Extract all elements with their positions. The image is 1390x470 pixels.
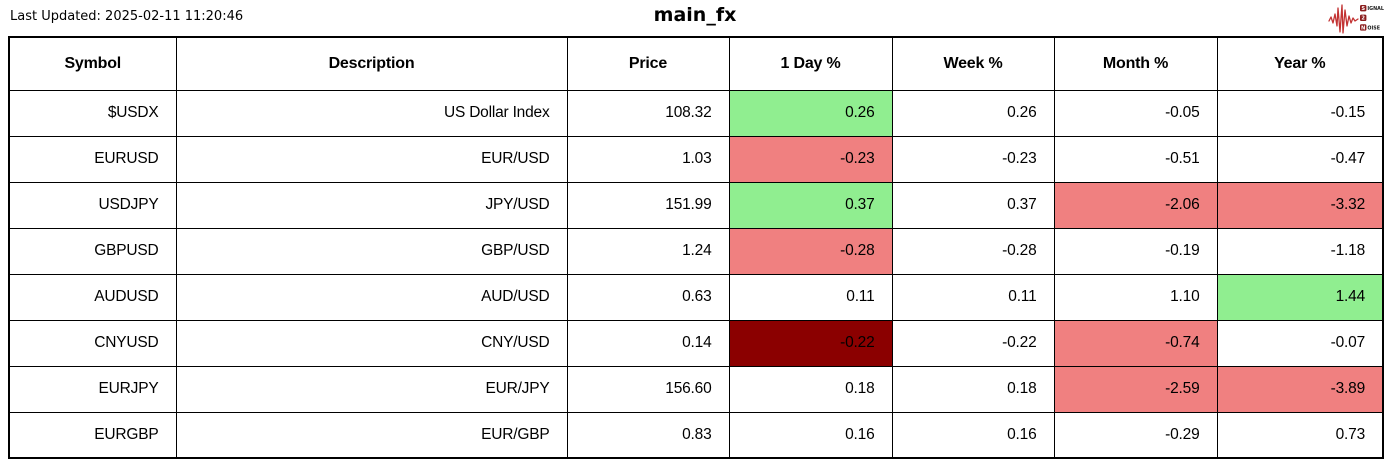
cell-symbol: EURJPY: [8, 365, 177, 413]
cell-price: 0.14: [566, 319, 730, 367]
cell-day: 0.11: [728, 273, 893, 321]
cell-day: -0.22: [728, 319, 893, 367]
cell-description: EUR/USD: [175, 135, 568, 183]
cell-month: -2.06: [1053, 181, 1218, 229]
cell-week: 0.37: [891, 181, 1055, 229]
cell-symbol: GBPUSD: [8, 227, 177, 275]
cell-week: -0.28: [891, 227, 1055, 275]
table-row: EURUSD EUR/USD 1.03 -0.23 -0.23 -0.51 -0.47: [8, 135, 1384, 183]
logo-word-noise: OISE: [1367, 25, 1380, 31]
cell-price: 156.60: [566, 365, 730, 413]
cell-symbol: EURUSD: [8, 135, 177, 183]
page-title: main_fx: [653, 4, 737, 26]
table-row: CNYUSD CNY/USD 0.14 -0.22 -0.22 -0.74 -0.07: [8, 319, 1384, 367]
cell-week: 0.18: [891, 365, 1055, 413]
cell-year: -3.32: [1216, 181, 1384, 229]
cell-symbol: USDJPY: [8, 181, 177, 229]
cell-year: -0.47: [1216, 135, 1384, 183]
cell-month: -2.59: [1053, 365, 1218, 413]
cell-description: GBP/USD: [175, 227, 568, 275]
logo-badge-2: 2: [1361, 16, 1365, 22]
table-row: AUDUSD AUD/USD 0.63 0.11 0.11 1.10 1.44: [8, 273, 1384, 321]
cell-description: CNY/USD: [175, 319, 568, 367]
cell-week: 0.26: [891, 89, 1055, 137]
cell-price: 151.99: [566, 181, 730, 229]
cell-day: 0.16: [728, 411, 893, 459]
header-row: Symbol Description Price 1 Day % Week % Month…: [8, 36, 1384, 91]
cell-symbol: EURGBP: [8, 411, 177, 459]
cell-year: -0.15: [1216, 89, 1384, 137]
column-header-month: Month %: [1053, 36, 1218, 91]
cell-price: 1.03: [566, 135, 730, 183]
table-row: EURJPY EUR/JPY 156.60 0.18 0.18 -2.59 -3.89: [8, 365, 1384, 413]
table-row: GBPUSD GBP/USD 1.24 -0.28 -0.28 -0.19 -1.18: [8, 227, 1384, 275]
cell-year: -0.07: [1216, 319, 1384, 367]
fx-table: Symbol Description Price 1 Day % Week % Month…: [8, 36, 1384, 459]
table-body: $USDX US Dollar Index 108.32 0.26 0.26 -0.05-…: [8, 89, 1384, 459]
cell-price: 0.63: [566, 273, 730, 321]
cell-year: -1.18: [1216, 227, 1384, 275]
cell-symbol: CNYUSD: [8, 319, 177, 367]
cell-symbol: $USDX: [8, 89, 177, 137]
logo-badge-s: S: [1361, 6, 1365, 12]
table-row: $USDX US Dollar Index 108.32 0.26 0.26 -0.05-…: [8, 89, 1384, 137]
column-header-description: Description: [175, 36, 568, 91]
cell-month: -0.74: [1053, 319, 1218, 367]
table-row: USDJPY JPY/USD 151.99 0.37 0.37 -2.06 -3.32: [8, 181, 1384, 229]
cell-week: -0.23: [891, 135, 1055, 183]
cell-day: -0.28: [728, 227, 893, 275]
cell-month: -0.29: [1053, 411, 1218, 459]
column-header-price: Price: [566, 36, 730, 91]
cell-description: JPY/USD: [175, 181, 568, 229]
cell-month: 1.10: [1053, 273, 1218, 321]
cell-description: EUR/GBP: [175, 411, 568, 459]
cell-price: 1.24: [566, 227, 730, 275]
cell-week: 0.11: [891, 273, 1055, 321]
cell-day: 0.37: [728, 181, 893, 229]
cell-description: US Dollar Index: [175, 89, 568, 137]
cell-symbol: AUDUSD: [8, 273, 177, 321]
logo-badge-n: N: [1361, 25, 1365, 31]
cell-price: 108.32: [566, 89, 730, 137]
cell-day: -0.23: [728, 135, 893, 183]
cell-month: -0.19: [1053, 227, 1218, 275]
top-bar: Last Updated: 2025-02-11 11:20:46 main_f…: [0, 0, 1390, 36]
cell-description: EUR/JPY: [175, 365, 568, 413]
cell-description: AUD/USD: [175, 273, 568, 321]
column-header-symbol: Symbol: [8, 36, 177, 91]
table-row: EURGBP EUR/GBP 0.83 0.16 0.16 -0.29 0.73: [8, 411, 1384, 459]
last-updated-label: Last Updated: 2025-02-11 11:20:46: [10, 9, 244, 24]
cell-year: -3.89: [1216, 365, 1384, 413]
cell-month: -0.05: [1053, 89, 1218, 137]
cell-week: -0.22: [891, 319, 1055, 367]
signal-2-noise-logo-icon: S IGNAL 2 N OISE: [1328, 4, 1384, 34]
cell-week: 0.16: [891, 411, 1055, 459]
column-header-day: 1 Day %: [728, 36, 893, 91]
logo-word-signal: IGNAL: [1367, 6, 1384, 12]
cell-year: 0.73: [1216, 411, 1384, 459]
cell-day: 0.18: [728, 365, 893, 413]
waveform-icon: [1328, 4, 1359, 34]
column-header-week: Week %: [891, 36, 1055, 91]
cell-year: 1.44: [1216, 273, 1384, 321]
cell-price: 0.83: [566, 411, 730, 459]
column-header-year: Year %: [1216, 36, 1384, 91]
cell-day: 0.26: [728, 89, 893, 137]
cell-month: -0.51: [1053, 135, 1218, 183]
